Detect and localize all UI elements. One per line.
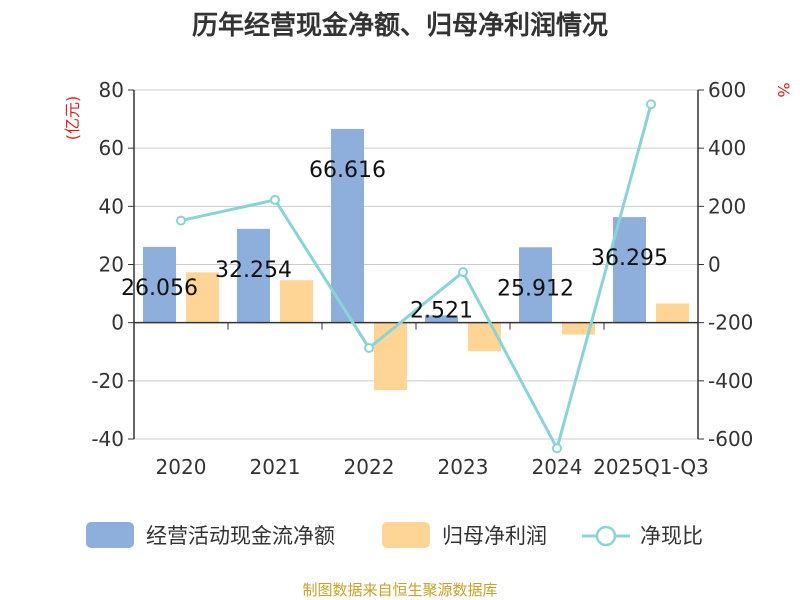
- ratio-point: [270, 194, 280, 205]
- x-axis-tick-label: 2021: [250, 455, 301, 479]
- ratio-point: [364, 342, 374, 353]
- x-axis-tick-label: 2022: [344, 455, 395, 479]
- legend-swatch-profit: [382, 522, 430, 548]
- data-label: 32.254: [215, 258, 292, 283]
- axes: 806040200-20-406004002000-200-400-600202…: [91, 78, 753, 479]
- data-labels: 26.056 32.254 66.616 2.521 25.912 36.295: [121, 158, 668, 323]
- right-axis-tick-label: 600: [708, 78, 746, 102]
- legend-swatch-ratio-marker: [595, 525, 617, 547]
- left-axis-tick-label: 0: [111, 311, 124, 335]
- data-label: 36.295: [591, 246, 668, 271]
- right-axis-tick-label: 0: [708, 253, 721, 277]
- x-axis-tick-label: 2024: [532, 455, 583, 479]
- data-label: 26.056: [121, 276, 198, 301]
- bar-cashflow: [613, 217, 646, 323]
- ratio-point: [458, 267, 468, 278]
- ratio-point: [176, 215, 186, 226]
- bar-profit: [562, 322, 595, 335]
- left-axis-tick-label: -40: [91, 427, 124, 451]
- right-axis-tick-label: -600: [708, 427, 753, 451]
- legend-swatch-cashflow: [86, 522, 134, 548]
- bar-profit: [186, 272, 219, 323]
- ratio-point: [646, 99, 656, 110]
- legend: 经营活动现金流净额 归母净利润 净现比: [86, 522, 703, 548]
- x-axis-tick-label: 2020: [156, 455, 207, 479]
- right-axis-unit: %: [774, 82, 793, 97]
- legend-label-profit: 归母净利润: [442, 524, 547, 548]
- right-axis-tick-label: -400: [708, 369, 753, 393]
- bar-cashflow: [143, 246, 176, 323]
- legend-label-ratio: 净现比: [640, 524, 703, 548]
- right-axis-tick-label: -200: [708, 311, 753, 335]
- data-label: 25.912: [497, 276, 574, 301]
- right-axis-tick-label: 400: [708, 136, 746, 160]
- left-axis-tick-label: 40: [99, 194, 124, 218]
- x-axis-tick-label: 2023: [438, 455, 489, 479]
- ratio-line: [176, 99, 656, 454]
- left-axis-tick-label: 20: [99, 253, 124, 277]
- ratio-point: [552, 443, 562, 454]
- left-axis-tick-label: 80: [99, 78, 124, 102]
- chart-title: 历年经营现金净额、归母净利润情况: [192, 10, 608, 41]
- right-axis-tick-label: 200: [708, 194, 746, 218]
- left-axis-tick-label: -20: [91, 369, 124, 393]
- bar-cashflow: [331, 128, 364, 323]
- bar-cashflow: [425, 315, 458, 323]
- data-label: 2.521: [410, 298, 473, 323]
- bar-profit: [656, 303, 689, 323]
- bar-profit: [374, 322, 407, 391]
- left-axis-tick-label: 60: [99, 136, 124, 160]
- source-note: 制图数据来自恒生聚源数据库: [302, 581, 497, 599]
- bar-profit: [468, 322, 501, 352]
- ratio-line-path: [180, 103, 653, 453]
- legend-label-cashflow: 经营活动现金流净额: [146, 524, 335, 548]
- bar-cashflow: [237, 228, 270, 323]
- data-label: 66.616: [309, 158, 386, 183]
- bar-cashflow: [519, 247, 552, 323]
- x-axis-tick-label: 2025Q1-Q3: [593, 455, 709, 479]
- bar-profit: [280, 280, 313, 323]
- bars: [143, 128, 689, 391]
- left-axis-unit: (亿元): [63, 96, 82, 141]
